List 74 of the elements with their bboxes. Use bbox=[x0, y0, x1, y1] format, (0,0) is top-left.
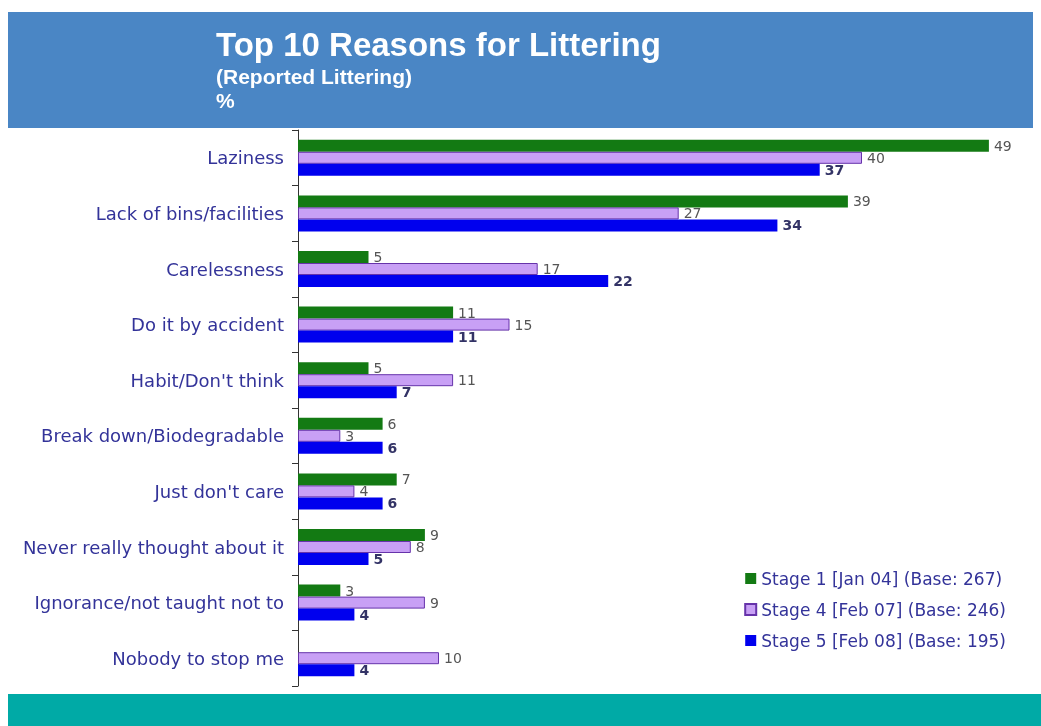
chart-subtitle: (Reported Littering) bbox=[216, 65, 412, 88]
data-label: 6 bbox=[387, 439, 398, 456]
y-tick-label: Carelessness bbox=[166, 258, 284, 280]
bar bbox=[298, 195, 848, 208]
bar bbox=[298, 219, 778, 232]
bar bbox=[298, 251, 369, 263]
data-label: 10 bbox=[444, 650, 462, 667]
bar bbox=[298, 275, 609, 287]
bar bbox=[298, 330, 454, 343]
data-label: 11 bbox=[458, 372, 476, 389]
data-label: 34 bbox=[782, 217, 803, 234]
data-label: 11 bbox=[458, 304, 476, 321]
bar bbox=[298, 497, 383, 510]
bar bbox=[298, 374, 454, 387]
data-label: 5 bbox=[373, 249, 383, 265]
bar bbox=[298, 318, 510, 331]
bar bbox=[298, 386, 397, 399]
bar bbox=[298, 541, 411, 553]
y-tick-label: Do it by accident bbox=[131, 314, 284, 336]
data-label: 22 bbox=[613, 273, 633, 289]
data-label: 15 bbox=[514, 316, 533, 333]
y-tick-label: Just don't care bbox=[153, 480, 284, 502]
legend-label: Stage 5 [Feb 08] (Base: 195) bbox=[761, 630, 1007, 651]
y-tick-label: Ignorance/not taught not to bbox=[34, 592, 284, 614]
data-label: 6 bbox=[387, 495, 398, 512]
bar bbox=[298, 362, 369, 375]
bar bbox=[298, 163, 820, 176]
bar bbox=[298, 151, 862, 164]
bar bbox=[298, 429, 341, 442]
data-label: 17 bbox=[542, 261, 561, 277]
bar bbox=[298, 306, 454, 319]
bar bbox=[298, 652, 439, 665]
data-label: 5 bbox=[373, 360, 383, 377]
data-label: 7 bbox=[401, 471, 411, 488]
bar bbox=[298, 139, 989, 152]
bar bbox=[298, 485, 355, 498]
data-label: 4 bbox=[359, 483, 369, 500]
bar bbox=[298, 473, 397, 486]
y-tick-label: Lack of bins/facilities bbox=[95, 202, 284, 224]
data-label: 3 bbox=[345, 427, 355, 444]
data-label: 49 bbox=[993, 137, 1012, 154]
data-label: 7 bbox=[401, 384, 412, 401]
bar bbox=[298, 441, 383, 454]
data-label: 27 bbox=[683, 205, 702, 222]
data-label: 4 bbox=[359, 606, 370, 623]
data-label: 6 bbox=[387, 415, 397, 432]
data-label: 4 bbox=[359, 662, 370, 679]
data-label: 8 bbox=[415, 539, 425, 555]
y-tick-label: Break down/Biodegradable bbox=[41, 425, 284, 447]
bar bbox=[298, 584, 341, 597]
bar bbox=[298, 417, 383, 430]
data-label: 39 bbox=[852, 193, 871, 210]
data-label: 5 bbox=[373, 551, 384, 567]
legend-label: Stage 4 [Feb 07] (Base: 246) bbox=[761, 599, 1007, 620]
bar bbox=[298, 596, 425, 609]
legend-label: Stage 1 [Jan 04] (Base: 267) bbox=[761, 568, 1003, 589]
bar bbox=[298, 553, 369, 565]
bar bbox=[298, 529, 425, 541]
bar bbox=[298, 608, 355, 621]
bar bbox=[298, 263, 538, 275]
data-label: 9 bbox=[429, 527, 439, 543]
data-label: 11 bbox=[458, 328, 478, 345]
data-label: 37 bbox=[824, 161, 845, 178]
bar bbox=[298, 207, 679, 220]
text: % bbox=[216, 89, 235, 112]
chart-title: Top 10 Reasons for Littering bbox=[216, 26, 661, 64]
y-tick-label: Never really thought about it bbox=[22, 536, 284, 558]
data-label: 40 bbox=[867, 149, 885, 166]
data-label: 3 bbox=[345, 582, 355, 599]
bar bbox=[298, 664, 355, 677]
y-tick-label: Nobody to stop me bbox=[112, 647, 284, 669]
y-tick-label: Laziness bbox=[207, 147, 284, 169]
y-tick-label: Habit/Don't think bbox=[130, 369, 285, 391]
data-label: 9 bbox=[429, 594, 439, 611]
